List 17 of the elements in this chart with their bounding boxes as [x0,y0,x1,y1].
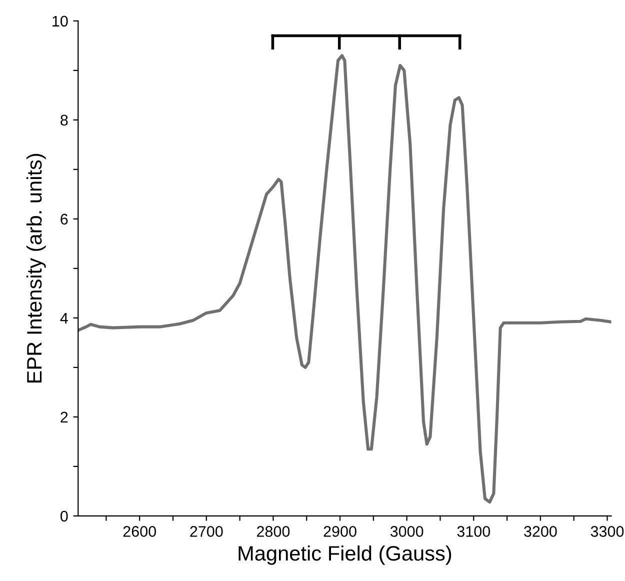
y-axis-title: EPR Intensity (arb. units) [26,154,46,382]
y-tick-label: 4 [60,312,68,324]
x-tick-label: 2700 [190,526,223,537]
y-tick-label: 8 [60,114,68,126]
x-tick-label: 2900 [324,526,356,537]
x-tick-label: 3300 [590,526,624,537]
y-tick-label: 2 [60,412,68,422]
x-tick-label: 2800 [256,526,290,537]
y-tick-label: 10 [52,16,68,27]
y-tick-label: 6 [60,214,68,225]
x-tick-label: 3000 [390,526,424,537]
x-tick-label: 3200 [524,526,557,537]
line-series [78,54,612,504]
x-tick-label: 2600 [123,526,156,537]
y-tick-label: 0 [60,510,68,522]
x-tick-label: 3100 [457,526,490,537]
x-axis-title: Magnetic Field (Gauss) [238,545,452,565]
